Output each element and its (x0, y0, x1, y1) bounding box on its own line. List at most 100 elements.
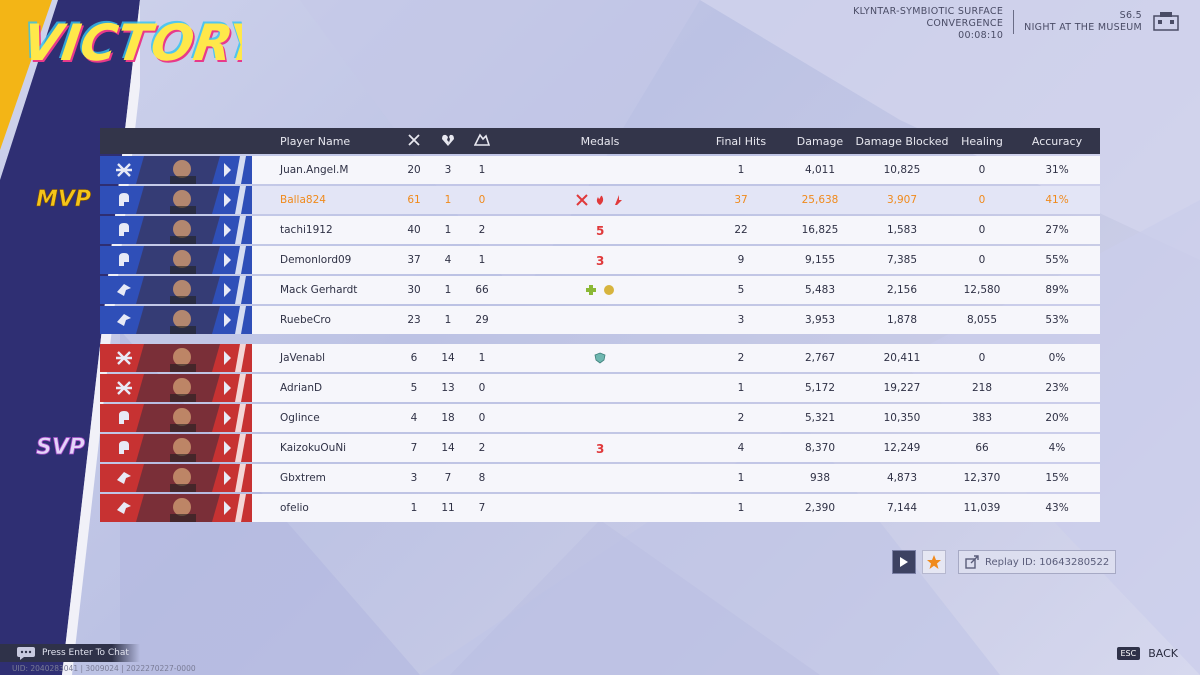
enemy-player-row[interactable]: AdrianD 5 13 0 1 5,172 19,227 218 23% (100, 374, 1100, 402)
hero-portrait (100, 344, 252, 372)
assists-value: 0 (478, 382, 486, 394)
assist-medal-icon[interactable] (603, 284, 615, 296)
enemy-player-row[interactable]: Oglince 4 18 0 2 5,321 10,350 383 20% (100, 404, 1100, 432)
svg-text:3: 3 (596, 442, 604, 454)
match-time: 00:08:10 (958, 30, 1004, 41)
assists-value: 8 (478, 472, 486, 484)
damage-value: 5,321 (804, 412, 836, 424)
flame-medal-icon[interactable] (594, 194, 606, 206)
damage-blocked-value: 10,350 (883, 412, 921, 424)
enemy-player-row[interactable]: JaVenabl 6 14 1 2 2,767 20,411 0 0% (100, 344, 1100, 372)
ally-player-row[interactable]: RuebeCro 23 1 29 3 3,953 1,878 8,055 53% (100, 306, 1100, 334)
enemy-player-row[interactable]: Gbxtrem 3 7 8 1 938 4,873 12,370 15% (100, 464, 1100, 492)
assists-value: 0 (478, 194, 486, 206)
damage-value: 938 (809, 472, 831, 484)
accuracy-value: 4% (1048, 442, 1066, 454)
heal-medal-icon[interactable] (585, 284, 597, 296)
deaths-value: 1 (444, 284, 452, 296)
assists-value: 7 (478, 502, 486, 514)
streak-medal-icon[interactable] (612, 194, 624, 206)
deaths-value: 3 (444, 164, 452, 176)
assists-value: 1 (478, 352, 486, 364)
handshake-icon (468, 132, 496, 150)
accuracy-value: 27% (1045, 224, 1069, 236)
esc-key: ESC (1116, 647, 1141, 660)
accuracy-value: 89% (1045, 284, 1069, 296)
vanguard-role-icon (116, 163, 132, 177)
match-mode: KLYNTAR-SYMBIOTIC SURFACE CONVERGENCE 00… (853, 6, 1004, 41)
accuracy-value: 0% (1048, 352, 1066, 364)
healing-value: 66 (975, 442, 989, 454)
streak-3-medal-icon[interactable]: 3 (594, 254, 606, 266)
favorite-button[interactable] (922, 550, 946, 574)
hero-portrait (100, 186, 252, 214)
kills-value: 20 (407, 164, 421, 176)
team-divider (100, 334, 1100, 342)
assists-value: 0 (478, 412, 486, 424)
ally-player-row[interactable]: tachi1912 40 1 2 22 16,825 1,583 0 27% 5 (100, 216, 1100, 244)
assists-value: 1 (478, 254, 486, 266)
duelist-role-icon (119, 441, 129, 454)
damage-value: 3,953 (804, 314, 836, 326)
deaths-value: 11 (441, 502, 455, 514)
assists-value: 66 (475, 284, 489, 296)
ally-player-row[interactable]: Demonlord09 37 4 1 9 9,155 7,385 0 55% 3 (100, 246, 1100, 274)
streak-5-medal-icon[interactable]: 5 (594, 224, 606, 236)
deaths-value: 1 (444, 314, 452, 326)
museum-icon (1153, 12, 1179, 31)
share-icon (965, 555, 979, 569)
damage-blocked-value: 12,249 (883, 442, 921, 454)
final-hits-value: 5 (737, 284, 745, 296)
player-name: JaVenabl (280, 352, 326, 364)
header-healing: Healing (961, 134, 1003, 148)
final-hits-value: 2 (737, 412, 745, 424)
broken-heart-icon (434, 133, 462, 150)
medals-cell: 3 (540, 442, 660, 454)
hero-portrait (100, 306, 252, 334)
kills-medal-icon[interactable] (576, 194, 588, 206)
strategist-role-icon (117, 472, 131, 484)
duelist-role-icon (119, 223, 129, 236)
accuracy-value: 41% (1045, 194, 1069, 206)
final-hits-value: 2 (737, 352, 745, 364)
replay-id-button[interactable]: Replay ID: 10643280522 (958, 550, 1117, 574)
streak-3-medal-icon[interactable]: 3 (594, 442, 606, 454)
shield-medal-icon[interactable] (594, 352, 606, 364)
damage-blocked-value: 2,156 (886, 284, 918, 296)
ally-player-row[interactable]: Juan.Angel.M 20 3 1 1 4,011 10,825 0 31% (100, 156, 1100, 184)
back-button[interactable]: ESC BACK (1116, 647, 1178, 660)
accuracy-value: 55% (1045, 254, 1069, 266)
mvp-badge: MVP (36, 187, 92, 212)
hero-portrait (100, 494, 252, 522)
enemy-player-row[interactable]: KaizokuOuNi 7 14 2 4 8,370 12,249 66 4% 3 (100, 434, 1100, 462)
player-name: ofelio (280, 502, 309, 514)
kills-value: 4 (410, 412, 418, 424)
strategist-role-icon (117, 314, 131, 326)
ally-player-row[interactable]: Balla824 61 1 0 37 25,638 3,907 0 41% (100, 186, 1100, 214)
chat-prompt[interactable]: Press Enter To Chat (0, 644, 140, 662)
damage-blocked-value: 1,878 (886, 314, 918, 326)
match-info: KLYNTAR-SYMBIOTIC SURFACE CONVERGENCE 00… (853, 6, 1180, 42)
deaths-value: 4 (444, 254, 452, 266)
damage-blocked-value: 7,144 (886, 502, 918, 514)
healing-value: 0 (978, 352, 986, 364)
deaths-value: 13 (441, 382, 455, 394)
final-hits-value: 1 (737, 502, 745, 514)
assists-value: 2 (478, 442, 486, 454)
damage-value: 4,011 (804, 164, 836, 176)
deaths-value: 1 (444, 194, 452, 206)
final-hits-value: 3 (737, 314, 745, 326)
assists-value: 2 (478, 224, 486, 236)
duelist-role-icon (119, 193, 129, 206)
svg-text:3: 3 (596, 254, 604, 266)
ally-player-row[interactable]: Mack Gerhardt 30 1 66 5 5,483 2,156 12,580 89% (100, 276, 1100, 304)
medals-cell (540, 284, 660, 296)
enemy-player-row[interactable]: ofelio 1 11 7 1 2,390 7,144 11,039 43% (100, 494, 1100, 522)
back-label: BACK (1148, 647, 1178, 660)
kills-value: 37 (407, 254, 421, 266)
svp-badge: SVP (36, 435, 86, 460)
play-replay-button[interactable] (892, 550, 916, 574)
assists-value: 29 (475, 314, 489, 326)
kills-value: 1 (410, 502, 418, 514)
svg-text:SVP: SVP (36, 435, 85, 460)
